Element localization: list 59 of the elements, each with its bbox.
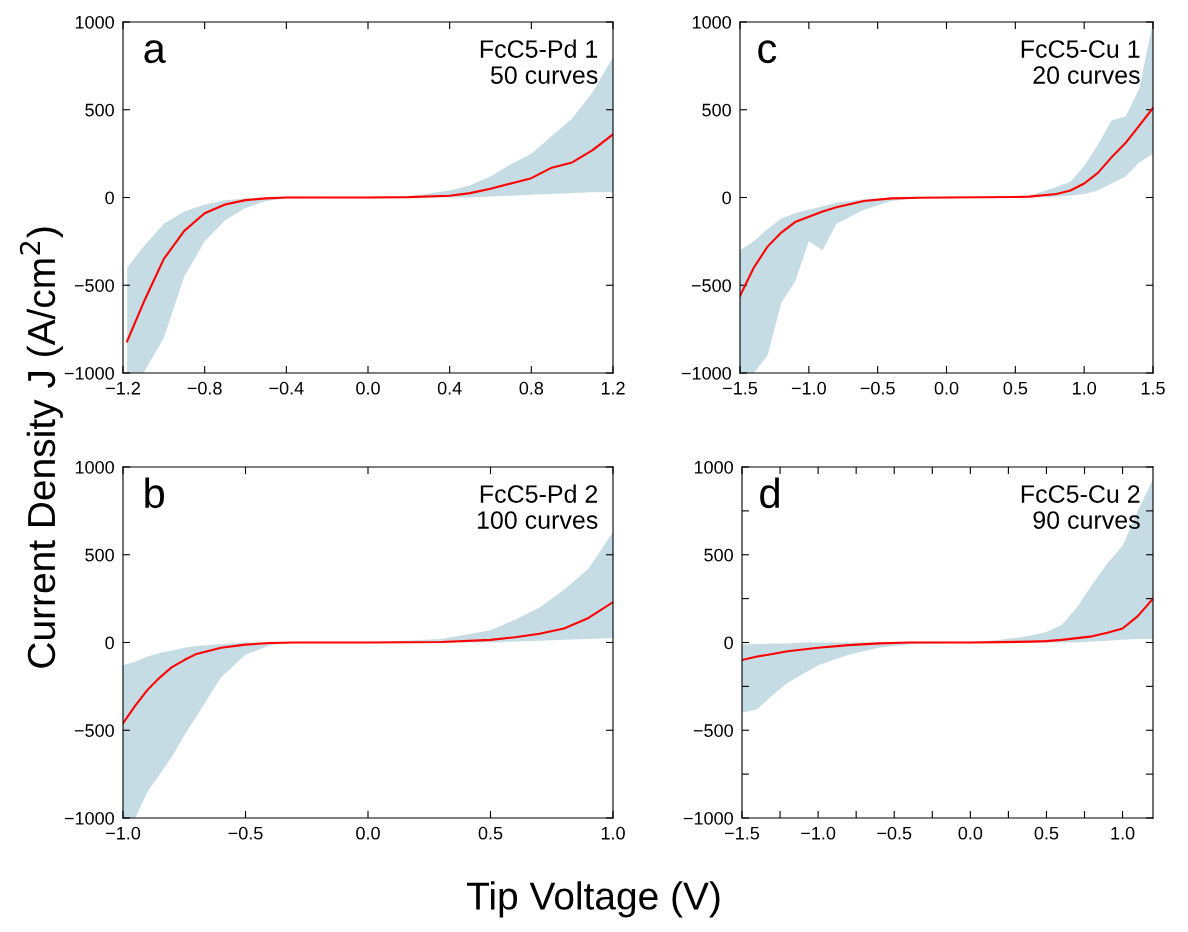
- line-series: [742, 597, 1153, 662]
- y-tick-label: 0: [724, 636, 733, 650]
- y-tick-label: 500: [85, 548, 114, 562]
- y-tick-label: −1000: [683, 811, 733, 825]
- y-tick-label: 0: [105, 636, 114, 650]
- y-tick-label: −1000: [64, 366, 114, 380]
- y-tick-label: −500: [74, 279, 114, 292]
- x-tick-label: −0.8: [187, 381, 222, 395]
- x-tick-label: −1.0: [801, 826, 836, 840]
- y-tick-label: 1000: [75, 460, 114, 474]
- y-tick-label: 1000: [75, 15, 114, 29]
- x-tick-label: 0.0: [356, 826, 380, 840]
- x-tick-label: −1.5: [725, 827, 760, 840]
- y-tick-label: −500: [74, 724, 114, 737]
- annotation: c: [758, 40, 777, 64]
- x-tick-label: −0.5: [860, 381, 895, 395]
- x-axis-title: Tip Voltage (V): [467, 881, 720, 918]
- y-tick-label: 1000: [692, 15, 731, 29]
- y-tick-label: 0: [722, 191, 731, 205]
- x-tick-label: −1.5: [723, 382, 758, 395]
- y-tick-label: −500: [691, 279, 731, 292]
- x-tick-label: −0.5: [228, 826, 263, 840]
- x-tick-label: 1.5: [1141, 382, 1165, 395]
- annotation: d: [760, 477, 779, 509]
- x-tick-label: 1.0: [1111, 826, 1135, 840]
- line-series: [740, 106, 1153, 297]
- x-tick-label: 1.0: [1072, 381, 1097, 395]
- x-tick-label: 0.5: [1003, 381, 1028, 395]
- x-tick-label: 0.4: [437, 381, 462, 395]
- annotation: FcC5-Cu 2 90 curves: [1021, 485, 1140, 529]
- y-tick-label: 0: [105, 191, 114, 205]
- x-tick-label: 0.5: [1034, 826, 1059, 840]
- y-tick-label: 1000: [694, 460, 733, 474]
- x-tick-label: 1.0: [601, 826, 625, 840]
- line-series: [126, 133, 613, 343]
- x-tick-label: −1.0: [791, 381, 826, 395]
- y-tick-label: −500: [693, 724, 733, 737]
- annotation: a: [144, 40, 166, 64]
- y-tick-label: 500: [702, 103, 731, 117]
- x-tick-label: −1.2: [106, 381, 140, 395]
- x-tick-label: 0.0: [356, 381, 380, 395]
- x-tick-label: 0.0: [958, 826, 983, 840]
- annotation: b: [145, 477, 165, 509]
- x-tick-label: 0.0: [934, 381, 959, 395]
- y-tick-label: −1000: [681, 366, 731, 380]
- y-tick-label: 500: [85, 103, 114, 117]
- x-tick-label: 0.5: [478, 826, 503, 840]
- x-tick-label: 0.8: [519, 381, 544, 395]
- line-series: [123, 601, 613, 725]
- annotation: FcC5-Pd 2 100 curves: [477, 484, 598, 529]
- y-axis-title: Current Density J (A/cm$^{2}$): [19, 227, 63, 668]
- x-tick-label: −1.0: [106, 826, 141, 840]
- x-tick-label: −0.5: [877, 826, 912, 840]
- annotation: FcC5-Cu 1 20 curves: [1021, 40, 1140, 84]
- x-tick-label: 1.2: [601, 381, 625, 395]
- annotation: FcC5-Pd 1 50 curves: [480, 39, 598, 84]
- y-tick-label: −1000: [64, 811, 114, 825]
- x-tick-label: −0.4: [269, 381, 304, 395]
- y-tick-label: 500: [704, 548, 733, 562]
